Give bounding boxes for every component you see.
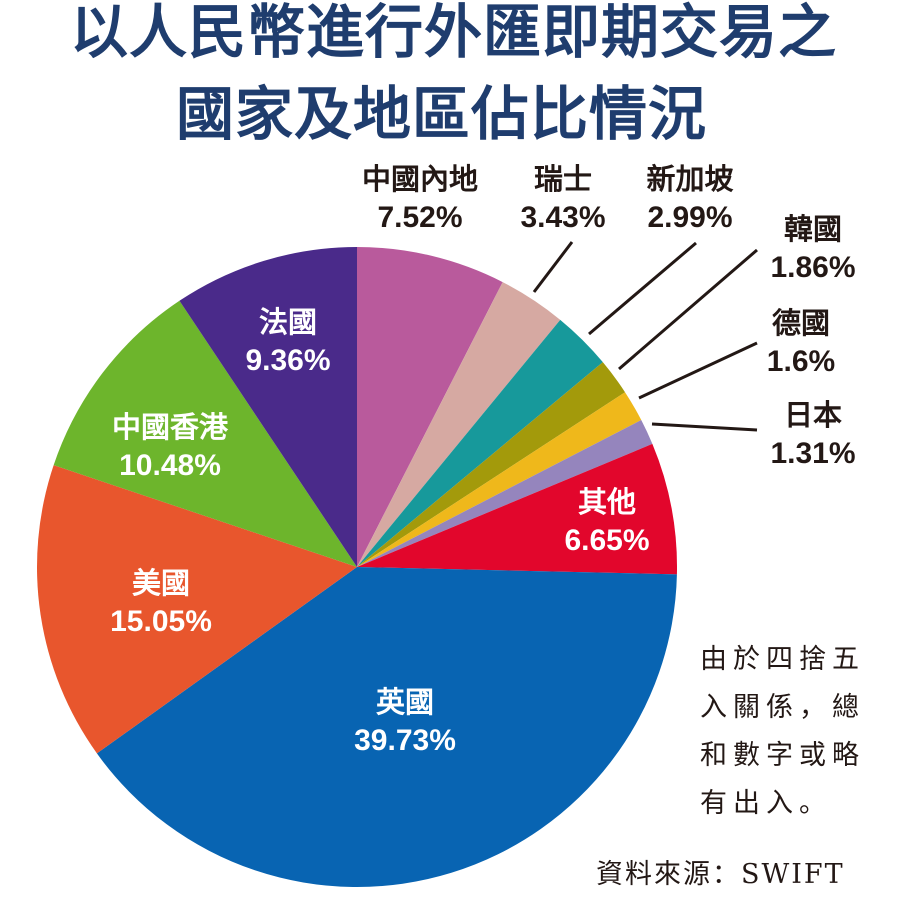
chart-title-line-2: 國家及地區佔比情況 [175,80,707,148]
label-us: 美國 15.05% [110,564,212,642]
label-name: 美國 [131,566,190,600]
pie-slice [357,319,603,567]
label-name: 日本 [783,398,843,432]
leader-line-korea [618,248,758,371]
footnote-line: 入關係，總 [700,692,865,723]
pie-slice [179,247,357,567]
label-value: 1.86% [770,251,856,284]
leader-line-singapore [588,241,697,336]
pie-slice [357,282,561,567]
label-hongkong: 中國香港 10.48% [112,408,228,486]
pie-slice [357,392,642,567]
label-uk: 英國 39.73% [354,683,456,761]
label-value: 7.52% [377,201,463,234]
label-value: 1.31% [770,437,856,470]
label-value: 15.05% [110,605,212,638]
label-korea: 韓國 1.86% [770,210,855,288]
pie-slice [357,247,503,567]
label-value: 1.6% [766,345,836,378]
leader-line-japan [651,422,758,432]
label-name: 瑞士 [533,162,593,196]
label-name: 英國 [375,685,434,719]
label-value: 2.99% [647,201,733,234]
label-name: 其他 [577,485,637,519]
label-france: 法國 9.36% [245,303,330,381]
footnote-line: 和數字或略 [700,740,865,771]
pie-slice [357,362,626,567]
label-value: 6.65% [564,524,650,557]
label-value: 9.36% [245,344,331,377]
data-source: 資料來源：SWIFT [596,859,845,890]
footnote-line: 由於四捨五 [700,644,865,675]
rounding-footnote: 由於四捨五 入關係，總 和數字或略 有出入。 [700,636,865,828]
footnote-line: 有出入。 [700,788,832,819]
label-japan: 日本 1.31% [770,396,855,474]
label-mainland: 中國內地 7.52% [362,160,478,238]
chart-title-line-1: 以人民幣進行外匯即期交易之 [69,0,837,66]
pie-slices [37,247,678,888]
label-others: 其他 6.65% [564,483,649,561]
pie-slice [357,443,678,575]
leader-line-switzerland [532,241,574,293]
pie-slice [37,465,357,754]
pie-slice [357,420,653,567]
pie-slice [96,567,677,888]
label-value: 10.48% [119,449,221,482]
label-name: 法國 [258,305,318,339]
label-switzerland: 瑞士 3.43% [520,160,605,238]
label-name: 新加坡 [646,162,734,196]
pie-slice [53,300,358,567]
label-singapore: 新加坡 2.99% [646,160,733,238]
label-name: 中國香港 [111,410,229,444]
leader-line-germany [638,341,758,400]
label-name: 中國內地 [361,162,479,196]
label-value: 3.43% [520,201,606,234]
label-name: 韓國 [783,212,843,246]
label-name: 德國 [771,306,831,340]
leader-lines [532,241,758,432]
label-value: 39.73% [354,724,456,757]
label-germany: 德國 1.6% [767,304,835,382]
